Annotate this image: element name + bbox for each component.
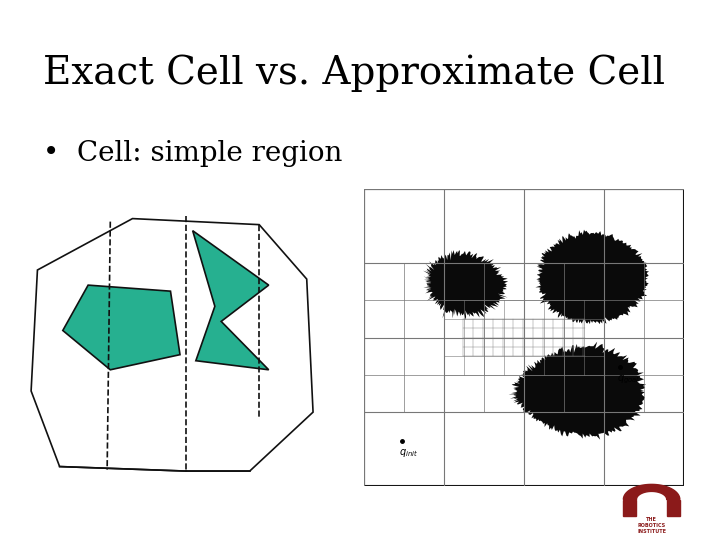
Text: THE
ROBOTICS
INSTITUTE: THE ROBOTICS INSTITUTE: [637, 517, 666, 534]
Polygon shape: [667, 500, 680, 516]
Text: Carnegie Mellon: Carnegie Mellon: [599, 8, 698, 22]
Polygon shape: [536, 230, 649, 324]
Text: $q_{goal}$: $q_{goal}$: [617, 373, 639, 386]
Polygon shape: [193, 231, 269, 370]
Polygon shape: [624, 500, 636, 516]
Text: $q_{init}$: $q_{init}$: [399, 447, 418, 460]
Polygon shape: [508, 342, 646, 440]
Polygon shape: [63, 285, 180, 370]
Text: •  Cell: simple region: • Cell: simple region: [43, 140, 343, 167]
Polygon shape: [423, 250, 508, 320]
Polygon shape: [624, 484, 680, 500]
Text: Exact Cell vs. Approximate Cell: Exact Cell vs. Approximate Cell: [43, 54, 665, 92]
